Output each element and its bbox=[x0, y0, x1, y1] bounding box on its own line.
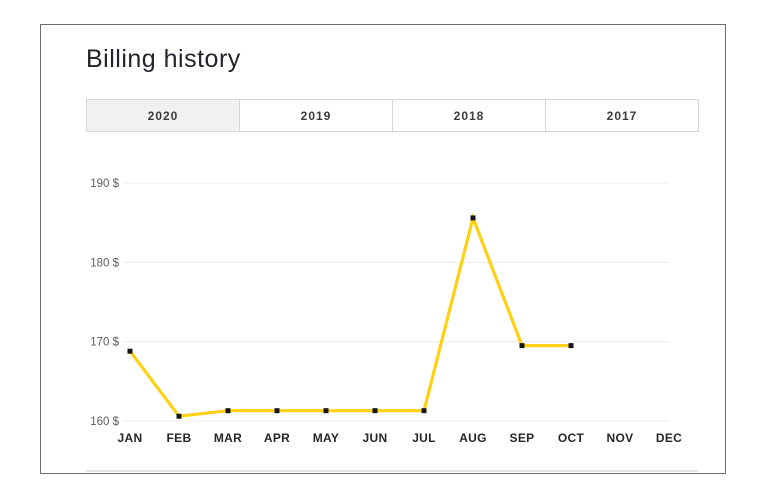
data-point-marker bbox=[372, 408, 378, 414]
data-point-marker bbox=[225, 408, 231, 414]
billing-history-card: Billing history 2020 2019 2018 2017 190 … bbox=[40, 24, 726, 474]
data-point-marker bbox=[470, 215, 476, 221]
year-tabs: 2020 2019 2018 2017 bbox=[86, 99, 699, 132]
data-point-marker bbox=[176, 413, 182, 419]
data-point-marker bbox=[323, 408, 329, 414]
x-axis-month-label: NOV bbox=[607, 431, 634, 445]
x-axis-month-label: OCT bbox=[558, 431, 585, 445]
data-point-marker bbox=[519, 343, 525, 349]
x-axis-month-label: FEB bbox=[167, 431, 192, 445]
y-axis-tick-label: 180 $ bbox=[90, 257, 119, 269]
data-point-marker bbox=[421, 408, 427, 414]
x-axis-month-label: AUG bbox=[459, 431, 487, 445]
billing-series-line bbox=[128, 212, 571, 418]
x-axis-month-label: JUN bbox=[363, 431, 388, 445]
x-axis-month-label: JUL bbox=[412, 431, 436, 445]
x-axis-month-label: DEC bbox=[656, 431, 682, 445]
data-point-marker bbox=[274, 408, 280, 414]
line-chart-svg: 190 $ 180 $ 170 $ 160 $ JAN FEB MAR APR MAY JUN JU… bbox=[90, 178, 682, 445]
x-axis-month-label: MAY bbox=[313, 431, 339, 445]
tab-2018[interactable]: 2018 bbox=[393, 99, 546, 132]
y-axis-tick-label: 160 $ bbox=[90, 416, 119, 428]
data-point-marker bbox=[568, 343, 574, 349]
tab-2019[interactable]: 2019 bbox=[240, 99, 393, 132]
page-title: Billing history bbox=[86, 45, 241, 73]
tab-2020[interactable]: 2020 bbox=[86, 99, 240, 132]
billing-chart: 190 $ 180 $ 170 $ 160 $ JAN FEB MAR APR MAY JUN JU… bbox=[41, 161, 727, 463]
x-axis-month-label: APR bbox=[264, 431, 290, 445]
x-axis-month-label: MAR bbox=[214, 431, 242, 445]
y-axis-tick-label: 190 $ bbox=[90, 178, 119, 190]
x-axis-month-label: JAN bbox=[118, 431, 143, 445]
y-axis-tick-label: 170 $ bbox=[90, 337, 119, 349]
tab-2017[interactable]: 2017 bbox=[546, 99, 699, 132]
section-divider bbox=[86, 470, 698, 472]
x-axis-month-label: SEP bbox=[510, 431, 535, 445]
data-point-marker bbox=[127, 348, 133, 354]
